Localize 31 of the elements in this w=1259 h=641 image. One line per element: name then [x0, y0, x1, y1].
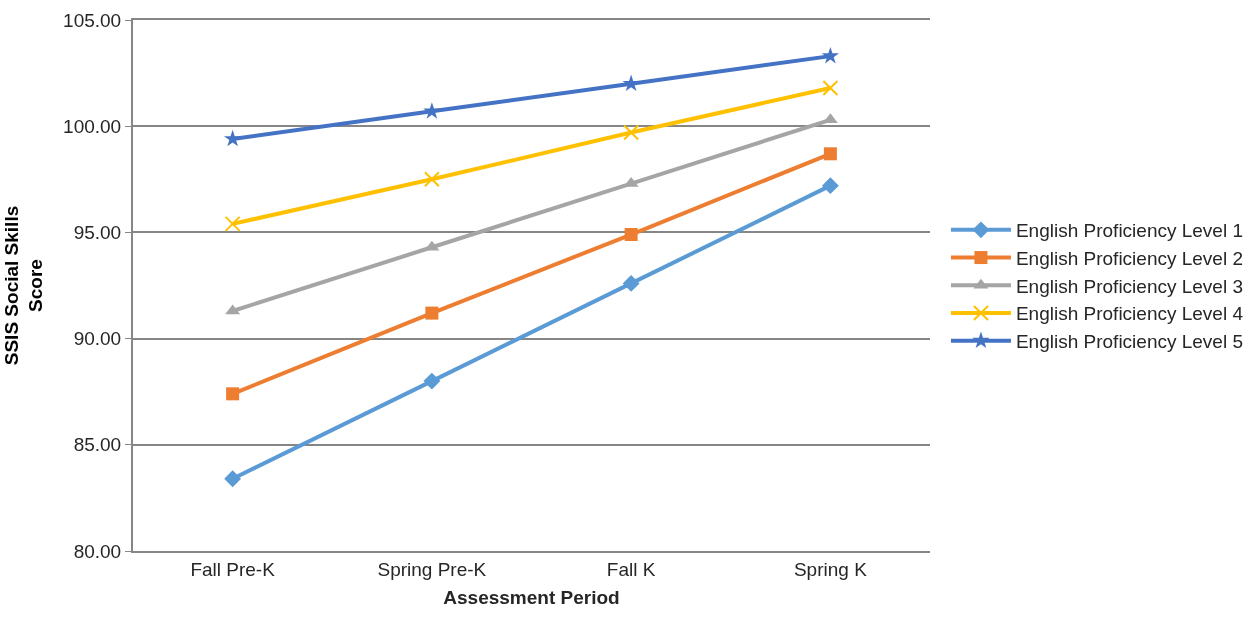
point: [821, 47, 840, 64]
x-tick-label: Spring K: [793, 558, 868, 580]
legend-label: English Proficiency Level 1: [1015, 220, 1244, 242]
point: [425, 306, 439, 320]
point: [224, 470, 242, 488]
point: [226, 387, 240, 401]
legend-label: English Proficiency Level 2: [1015, 247, 1244, 269]
y-tick-label: 90.00: [73, 328, 122, 350]
legend-label: English Proficiency Level 5: [1015, 331, 1244, 353]
y-tick-label: 95.00: [73, 222, 122, 244]
point: [822, 79, 839, 96]
point: [423, 102, 441, 119]
point: [622, 274, 640, 292]
x-tick-label: Fall Pre-K: [190, 558, 276, 580]
y-tick-label: 105.00: [63, 9, 122, 31]
point: [423, 372, 441, 390]
point: [623, 124, 640, 141]
x-axis-title: Assessment Period: [443, 587, 620, 609]
point: [224, 215, 241, 232]
x-tick-label: Spring Pre-K: [377, 558, 487, 580]
y-tick-label: 80.00: [73, 540, 122, 562]
legend-label: English Proficiency Level 3: [1015, 275, 1244, 297]
point: [823, 147, 837, 161]
point: [821, 177, 839, 195]
point: [423, 171, 440, 188]
x-tick-label: Fall K: [606, 558, 656, 580]
y-tick-label: 85.00: [73, 434, 122, 456]
y-tick-label: 100.00: [63, 115, 122, 137]
point: [624, 228, 638, 242]
y-axis-title: SSIS Social Skills Score: [0, 205, 47, 366]
legend-label: English Proficiency Level 4: [1015, 303, 1244, 325]
